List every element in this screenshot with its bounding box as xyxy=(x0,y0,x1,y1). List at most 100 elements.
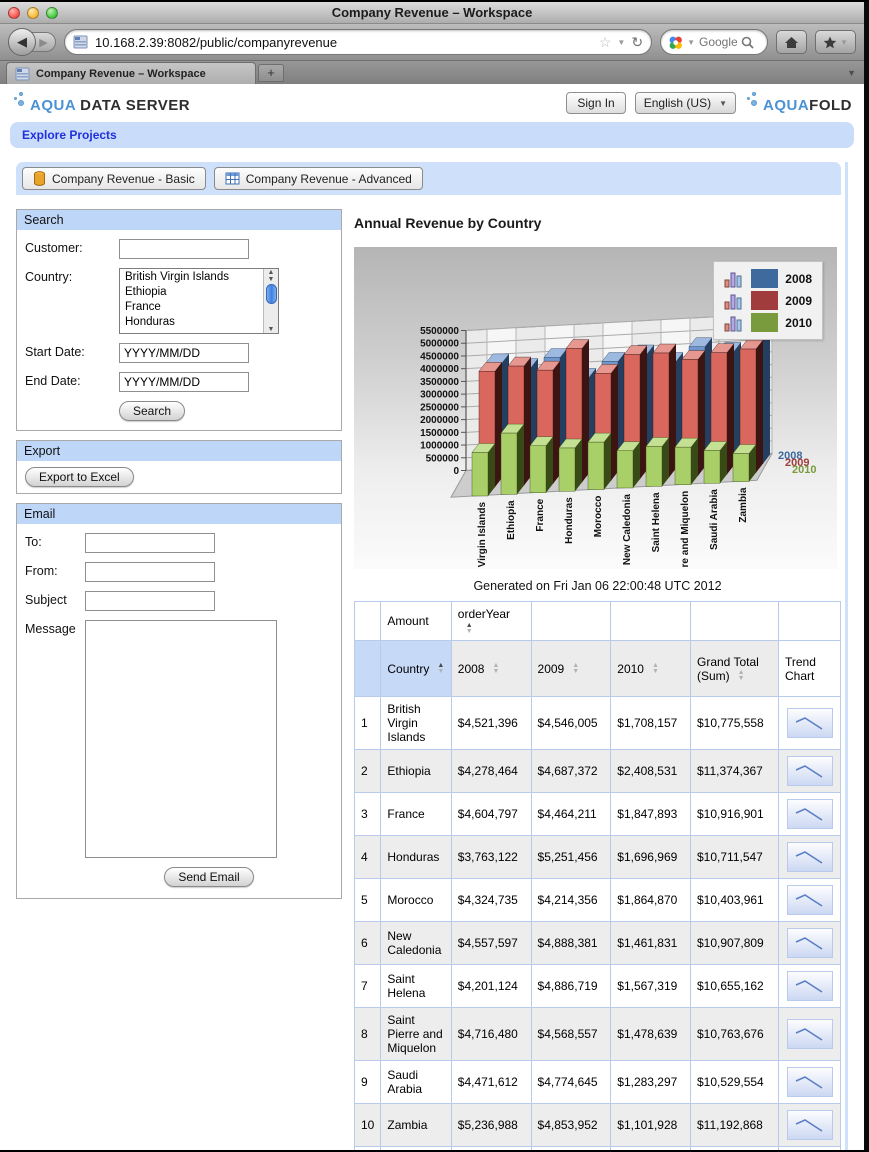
trend-sparkline[interactable] xyxy=(786,1019,833,1049)
col-2010-header[interactable]: 2010 ▲ ▼ xyxy=(610,640,691,697)
generated-timestamp: Generated on Fri Jan 06 22:00:48 UTC 201… xyxy=(473,579,722,593)
home-button[interactable] xyxy=(776,30,808,54)
country-cell: British Virgin Islands xyxy=(380,696,452,750)
explore-projects-link[interactable]: Explore Projects xyxy=(22,128,117,142)
svg-text:New Caledonia: New Caledonia xyxy=(622,494,633,566)
trend-sparkline[interactable] xyxy=(786,885,833,915)
bookmarks-menu-button[interactable]: ▼ xyxy=(815,30,856,54)
workspace: Company Revenue - Basic Company Revenue … xyxy=(16,162,848,1150)
country-option[interactable]: Honduras xyxy=(125,316,175,328)
trend-sparkline[interactable] xyxy=(786,708,833,738)
amount-2008-cell: $4,716,480 xyxy=(450,1007,532,1061)
language-select[interactable]: English (US) ▼ xyxy=(634,92,736,114)
grand-total-cell: $10,529,554 xyxy=(690,1060,779,1104)
country-option[interactable]: France xyxy=(125,301,161,313)
search-panel-title: Search xyxy=(17,210,341,230)
trend-sparkline[interactable] xyxy=(786,842,833,872)
svg-text:2000000: 2000000 xyxy=(420,415,459,426)
email-message-textarea[interactable] xyxy=(85,620,277,858)
svg-text:France: France xyxy=(535,498,546,531)
tab-company-revenue-advanced[interactable]: Company Revenue - Advanced xyxy=(213,167,423,190)
send-email-button[interactable]: Send Email xyxy=(164,867,254,887)
to-label: To: xyxy=(25,535,42,549)
customer-input[interactable] xyxy=(119,239,249,259)
url-dropdown-icon[interactable]: ▼ xyxy=(617,37,626,47)
home-icon xyxy=(785,36,799,48)
start-date-input[interactable] xyxy=(119,343,249,363)
row-number: 11 xyxy=(353,1146,382,1150)
scroll-thumb[interactable] xyxy=(265,284,277,304)
search-button[interactable]: Search xyxy=(119,401,186,421)
sort-icon: ▲ ▼ xyxy=(572,662,580,676)
trend-sparkline[interactable] xyxy=(786,1067,833,1097)
country-cell: Zambia xyxy=(380,1103,452,1147)
country-cell: Saint Helena xyxy=(380,964,452,1008)
country-cell: Saudi Arabia xyxy=(380,1060,452,1104)
blank-cell xyxy=(353,640,382,697)
reload-icon[interactable]: ↻ xyxy=(631,33,644,50)
grand-total-cell: $10,907,809 xyxy=(690,921,779,965)
table-row: 6 New Caledonia $4,557,597 $4,888,381 $1,461… xyxy=(353,921,841,965)
country-listbox[interactable]: British Virgin Islands Ethiopia France Hond… xyxy=(119,268,279,334)
minimize-window-icon[interactable] xyxy=(27,6,39,19)
amount-2008-cell: $4,521,396 xyxy=(450,696,532,750)
scroll-down-icon[interactable]: ▼ xyxy=(267,276,275,283)
email-to-input[interactable] xyxy=(85,533,215,553)
email-from-input[interactable] xyxy=(85,562,215,582)
export-to-excel-button[interactable]: Export to Excel xyxy=(25,467,134,487)
scroll-up-icon[interactable]: ▲ xyxy=(267,269,275,276)
col-2009-header[interactable]: 2009 ▲ ▼ xyxy=(530,640,612,697)
trend-sparkline[interactable] xyxy=(786,971,833,1001)
search-engine-bar[interactable]: ▼ xyxy=(660,29,769,55)
mini-bars-icon xyxy=(724,272,742,288)
amount-2008-cell: $4,471,612 xyxy=(450,1060,532,1104)
url-bar[interactable]: ☆ ▼ ↻ xyxy=(64,29,653,55)
nav-buttons: ◀ ▶ xyxy=(8,28,56,56)
sign-in-button[interactable]: Sign In xyxy=(566,92,626,114)
country-option[interactable]: Ethiopia xyxy=(125,286,167,298)
country-cell: Honduras xyxy=(380,835,452,879)
email-panel: Email To: From: Subject xyxy=(16,503,342,899)
table-icon xyxy=(225,172,240,185)
country-option[interactable]: British Virgin Islands xyxy=(125,271,229,283)
magnifier-icon[interactable] xyxy=(741,36,754,49)
browser-tab-active[interactable]: Company Revenue – Workspace xyxy=(6,62,256,84)
explore-projects-bar: Explore Projects xyxy=(10,122,854,148)
trend-sparkline[interactable] xyxy=(786,799,833,829)
end-date-input[interactable] xyxy=(119,372,249,392)
list-all-tabs-icon[interactable]: ▼ xyxy=(847,67,856,78)
amount-2010-cell: $1,567,319 xyxy=(610,964,691,1008)
forward-button[interactable]: ▶ xyxy=(32,32,56,52)
table-row: 2 Ethiopia $4,278,464 $4,687,372 $2,408,531 $… xyxy=(353,749,841,793)
trend-sparkline[interactable] xyxy=(786,756,833,786)
new-tab-button[interactable]: + xyxy=(258,64,284,82)
database-icon xyxy=(34,171,45,186)
amount-2008-cell: $44,676,315 xyxy=(450,1146,532,1150)
amount-2010-cell: $1,461,831 xyxy=(610,921,691,965)
trend-cell xyxy=(778,1103,841,1147)
listbox-scrollbar[interactable]: ▲ ▼ ▼ xyxy=(263,269,278,333)
page-content: AQUA DATA SERVER Sign In English (US) ▼ A… xyxy=(0,84,864,1150)
scroll-down-icon[interactable]: ▼ xyxy=(267,326,275,333)
close-window-icon[interactable] xyxy=(8,6,20,19)
search-engine-dropdown-icon[interactable]: ▼ xyxy=(687,37,695,47)
google-icon[interactable] xyxy=(668,35,683,50)
back-button[interactable]: ◀ xyxy=(8,28,36,56)
grand-total-header[interactable]: Grand Total (Sum) ▲ ▼ xyxy=(690,640,779,697)
trend-sparkline[interactable] xyxy=(786,1110,833,1140)
orderyear-group-header[interactable]: orderYear ▲ ▼ xyxy=(450,601,532,641)
trend-sparkline[interactable] xyxy=(786,928,833,958)
url-input[interactable] xyxy=(95,34,593,50)
col-2008-header[interactable]: 2008 ▲ ▼ xyxy=(450,640,532,697)
country-options[interactable]: British Virgin Islands Ethiopia France Hond… xyxy=(120,269,263,333)
zoom-window-icon[interactable] xyxy=(46,6,58,19)
legend-label: 2008 xyxy=(785,271,812,286)
email-subject-input[interactable] xyxy=(85,591,215,611)
table-row: 1 British Virgin Islands $4,521,396 $4,546,… xyxy=(353,696,841,750)
tab-company-revenue-basic[interactable]: Company Revenue - Basic xyxy=(22,167,206,190)
country-column-header[interactable]: Country ▲ ▼ xyxy=(380,640,452,697)
table-row: 4 Honduras $3,763,122 $5,251,456 $1,696,969 $… xyxy=(353,835,841,879)
bookmark-star-icon[interactable]: ☆ xyxy=(598,33,612,50)
web-search-input[interactable] xyxy=(699,35,737,49)
